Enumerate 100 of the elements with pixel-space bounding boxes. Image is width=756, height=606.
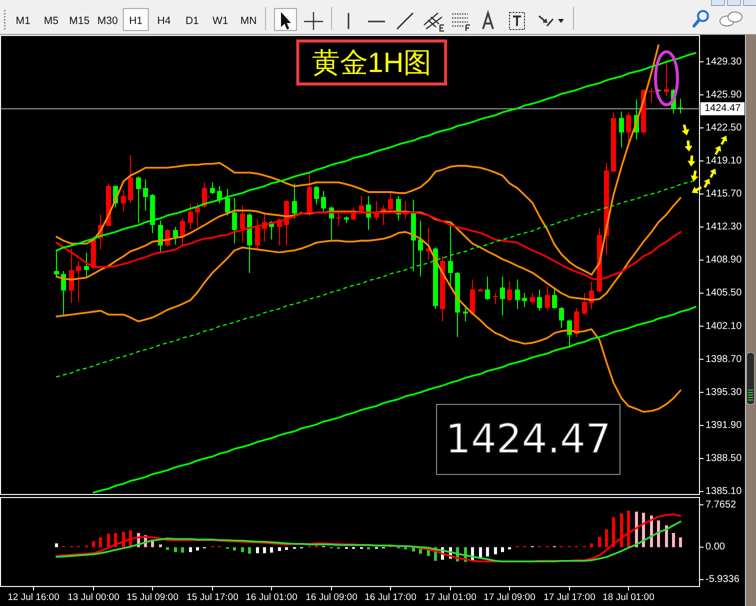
- x-tick-label: 16 Jul 01:00: [246, 592, 298, 603]
- candlestick: [559, 306, 564, 328]
- candlestick: [143, 179, 148, 211]
- candlestick: [522, 293, 527, 307]
- candlestick: [515, 280, 520, 309]
- candlestick: [611, 112, 616, 173]
- candlestick: [448, 222, 453, 284]
- bar: [278, 547, 281, 552]
- bar: [672, 532, 675, 548]
- line-series: [56, 197, 682, 301]
- candlestick: [545, 286, 550, 311]
- candlestick: [619, 111, 624, 148]
- chart-title: 黄金1H图: [312, 47, 432, 78]
- candlestick: [507, 282, 512, 301]
- candlestick: [344, 216, 349, 224]
- bar: [605, 529, 608, 548]
- x-tick-label: 17 Jul 09:00: [484, 592, 536, 603]
- y-tick-label: 0.00: [706, 542, 726, 553]
- candlestick: [664, 60, 669, 96]
- bar: [256, 547, 259, 554]
- candlestick: [500, 276, 505, 316]
- candlestick: [255, 219, 260, 250]
- bar: [270, 547, 273, 553]
- bar: [248, 547, 251, 554]
- y-tick-label: 1395.30: [706, 386, 742, 398]
- candlestick: [173, 227, 178, 245]
- y-tick-label: 1419.10: [706, 155, 742, 166]
- timeframe-button-label: H1: [129, 15, 143, 27]
- x-tick-label: 16 Jul 09:00: [306, 592, 358, 603]
- bar: [55, 543, 58, 548]
- bar: [174, 547, 177, 552]
- y-tick-label: 1385.10: [706, 486, 742, 498]
- x-tick-label: 16 Jul 17:00: [364, 592, 416, 603]
- candlestick: [210, 182, 215, 194]
- bar: [233, 547, 236, 550]
- bar: [99, 537, 102, 548]
- candlestick: [180, 218, 185, 247]
- timeframe-button-label: M5: [44, 15, 58, 27]
- bar: [181, 547, 184, 553]
- y-tick-label: 1422.50: [706, 122, 742, 134]
- timeframe-button-label: M30: [97, 15, 118, 27]
- candlestick: [128, 155, 133, 203]
- y-tick-label: 1425.90: [706, 89, 742, 100]
- x-tick-label: 15 Jul 17:00: [186, 592, 238, 603]
- x-tick-label: 18 Jul 01:00: [602, 592, 654, 603]
- candlestick: [478, 288, 483, 292]
- candlestick: [61, 270, 66, 315]
- candlestick: [76, 261, 81, 302]
- y-tick-label: 1405.50: [706, 288, 742, 299]
- candlestick: [574, 308, 579, 337]
- candlestick: [470, 280, 475, 315]
- bar: [263, 547, 266, 554]
- bar: [612, 517, 615, 548]
- bar: [92, 541, 95, 548]
- y-tick-label: 1398.70: [706, 354, 742, 365]
- y-tick-label: -5.9336: [706, 574, 740, 586]
- bar: [598, 536, 601, 548]
- bar: [285, 547, 288, 550]
- ref-line-label: 1424.47: [704, 103, 742, 114]
- bar: [159, 544, 162, 548]
- annotation: 1424.47: [446, 416, 611, 462]
- candlestick: [121, 190, 126, 212]
- x-tick-label: 15 Jul 09:00: [126, 592, 178, 603]
- bar: [189, 547, 192, 552]
- candlestick: [626, 112, 631, 142]
- timeframe-button-label: H4: [157, 15, 171, 27]
- line-series: [56, 231, 682, 413]
- candlestick: [195, 202, 200, 228]
- candlestick: [582, 293, 587, 315]
- candlestick: [188, 204, 193, 230]
- y-tick-label: 1391.90: [706, 420, 742, 431]
- candlestick: [433, 247, 438, 309]
- timeframe-button-label: D1: [185, 15, 199, 27]
- candlestick: [136, 176, 141, 224]
- x-tick-label: 17 Jul 17:00: [544, 592, 596, 603]
- timeframe-button-label: M1: [16, 15, 30, 27]
- line-series: [92, 306, 696, 494]
- timeframe-button-label: M15: [69, 15, 90, 27]
- candlestick: [202, 182, 207, 208]
- y-tick-label: 7.7652: [706, 499, 737, 510]
- x-tick-label: 12 Jul 16:00: [8, 592, 60, 603]
- candlestick: [418, 220, 423, 277]
- bar: [679, 537, 682, 548]
- candlestick: [530, 293, 535, 305]
- candlestick: [537, 289, 542, 311]
- y-tick-label: 1415.70: [706, 188, 742, 200]
- candlestick: [314, 186, 319, 205]
- candlestick: [321, 191, 326, 212]
- bar: [657, 520, 660, 548]
- candlestick: [225, 189, 230, 216]
- y-tick-label: 1402.10: [706, 320, 742, 332]
- timeframe-button-label: MN: [240, 15, 257, 27]
- candlestick: [217, 186, 222, 204]
- x-tick-label: 13 Jul 00:00: [68, 592, 120, 603]
- candlestick: [552, 288, 557, 309]
- candlestick: [493, 293, 498, 304]
- bar: [501, 547, 504, 552]
- line-series: [56, 44, 660, 276]
- bar: [107, 534, 110, 548]
- candlestick: [678, 98, 683, 114]
